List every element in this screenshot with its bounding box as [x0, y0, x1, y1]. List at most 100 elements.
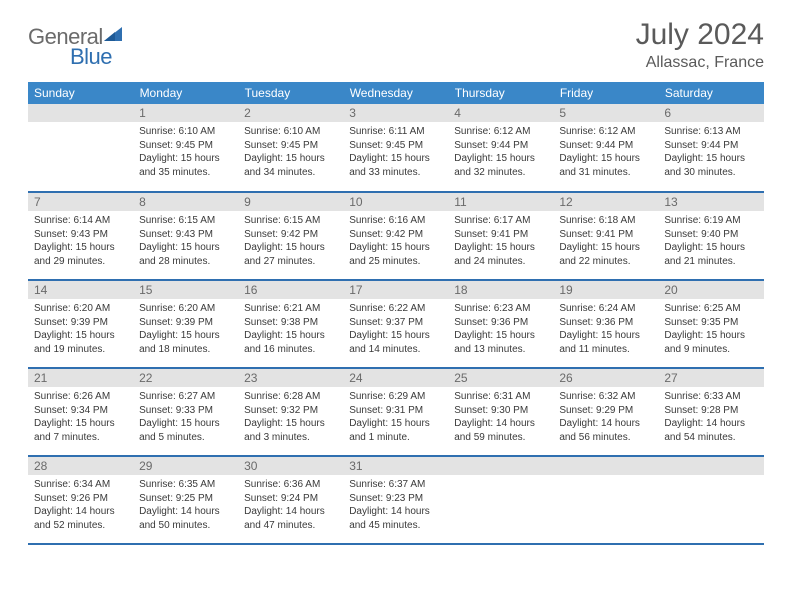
day-content: Sunrise: 6:36 AM Sunset: 9:24 PM Daylight:… [238, 475, 343, 536]
day-number: 9 [238, 193, 343, 211]
calendar-day-cell: 7Sunrise: 6:14 AMSunset: 9:43 PMDaylight… [28, 192, 133, 280]
calendar-day-cell: 21Sunrise: 6:26 AMSunset: 9:34 PMDayligh… [28, 368, 133, 456]
daylight-line: Daylight: 15 hours and 19 minutes. [34, 330, 115, 355]
sunset-line: Sunset: 9:43 PM [139, 229, 213, 240]
day-content: Sunrise: 6:18 AMSunset: 9:41 PMDaylight:… [553, 211, 658, 272]
weekday-header: Tuesday [238, 82, 343, 104]
sunset-line: Sunset: 9:34 PM [34, 405, 108, 416]
logo: GeneralBlue [28, 24, 122, 70]
daylight-line: Daylight: 15 hours and 5 minutes. [139, 418, 220, 443]
sunrise-line: Sunrise: 6:28 AM [244, 391, 320, 402]
day-content: Sunrise: 6:29 AMSunset: 9:31 PMDaylight:… [343, 387, 448, 448]
sunset-line: Sunset: 9:41 PM [559, 229, 633, 240]
day-content: Sunrise: 6:20 AMSunset: 9:39 PMDaylight:… [133, 299, 238, 360]
sunrise-line: Sunrise: 6:37 AM [349, 479, 425, 490]
day-number: 24 [343, 369, 448, 387]
sunrise-line: Sunrise: 6:20 AM [34, 303, 110, 314]
day-number: 12 [553, 193, 658, 211]
day-number: 16 [238, 281, 343, 299]
daylight-line: Daylight: 14 hours and 45 minutes. [349, 506, 430, 531]
calendar-day-cell: 24Sunrise: 6:29 AMSunset: 9:31 PMDayligh… [343, 368, 448, 456]
daylight-line: Daylight: 14 hours and 47 minutes. [244, 506, 325, 531]
sunset-line: Sunset: 9:39 PM [34, 317, 108, 328]
day-number: 6 [658, 104, 763, 122]
daylight-line: Daylight: 15 hours and 34 minutes. [244, 153, 325, 178]
sunset-line: Sunset: 9:36 PM [454, 317, 528, 328]
day-number: 21 [28, 369, 133, 387]
day-number: 1 [133, 104, 238, 122]
sunset-line: Sunset: 9:43 PM [34, 229, 108, 240]
sunset-line: Sunset: 9:35 PM [664, 317, 738, 328]
daylight-line: Daylight: 14 hours and 54 minutes. [664, 418, 745, 443]
sunset-line: Sunset: 9:45 PM [139, 140, 213, 151]
day-content: Sunrise: 6:35 AMSunset: 9:25 PMDaylight:… [133, 475, 238, 536]
sunset-line: Sunset: 9:38 PM [244, 317, 318, 328]
sunrise-line: Sunrise: 6:23 AM [454, 303, 530, 314]
day-number: 14 [28, 281, 133, 299]
daylight-line: Daylight: 15 hours and 9 minutes. [664, 330, 745, 355]
calendar-week-row: 1 Sunrise: 6:10 AM Sunset: 9:45 PM Daylight… [28, 104, 764, 192]
day-number: 27 [658, 369, 763, 387]
sunset-line: Sunset: 9:45 PM [349, 140, 423, 151]
sunrise-line: Sunrise: 6:12 AM [454, 126, 530, 137]
day-content: Sunrise: 6:21 AMSunset: 9:38 PMDaylight:… [238, 299, 343, 360]
sunrise-line: Sunrise: 6:26 AM [34, 391, 110, 402]
daylight-line: Daylight: 14 hours and 52 minutes. [34, 506, 115, 531]
empty-daynum [553, 457, 658, 475]
sunset-line: Sunset: 9:29 PM [559, 405, 633, 416]
calendar-day-cell [28, 104, 133, 192]
sunrise-line: Sunrise: 6:20 AM [139, 303, 215, 314]
day-number: 25 [448, 369, 553, 387]
sunrise-line: Sunrise: 6:24 AM [559, 303, 635, 314]
sunrise-line: Sunrise: 6:15 AM [139, 215, 215, 226]
day-number: 11 [448, 193, 553, 211]
sunset-line: Sunset: 9:36 PM [559, 317, 633, 328]
sunset-line: Sunset: 9:42 PM [244, 229, 318, 240]
day-number: 22 [133, 369, 238, 387]
sunrise-line: Sunrise: 6:33 AM [664, 391, 740, 402]
day-number: 20 [658, 281, 763, 299]
calendar-week-row: 7Sunrise: 6:14 AMSunset: 9:43 PMDaylight… [28, 192, 764, 280]
calendar-day-cell [448, 456, 553, 544]
daylight-line: Daylight: 15 hours and 14 minutes. [349, 330, 430, 355]
sunrise-line: Sunrise: 6:31 AM [454, 391, 530, 402]
daylight-line: Daylight: 15 hours and 21 minutes. [664, 242, 745, 267]
sunrise-line: Sunrise: 6:29 AM [349, 391, 425, 402]
sunset-line: Sunset: 9:23 PM [349, 493, 423, 504]
calendar-day-cell: 25Sunrise: 6:31 AMSunset: 9:30 PMDayligh… [448, 368, 553, 456]
sunrise-line: Sunrise: 6:13 AM [664, 126, 740, 137]
day-content: Sunrise: 6:16 AMSunset: 9:42 PMDaylight:… [343, 211, 448, 272]
sunrise-line: Sunrise: 6:16 AM [349, 215, 425, 226]
sunrise-line: Sunrise: 6:15 AM [244, 215, 320, 226]
calendar-day-cell: 22Sunrise: 6:27 AMSunset: 9:33 PMDayligh… [133, 368, 238, 456]
calendar-day-cell: 11Sunrise: 6:17 AMSunset: 9:41 PMDayligh… [448, 192, 553, 280]
calendar-day-cell [658, 456, 763, 544]
weekday-header: Saturday [658, 82, 763, 104]
daylight-line: Daylight: 15 hours and 3 minutes. [244, 418, 325, 443]
month-title: July 2024 [636, 18, 764, 52]
sunrise-line: Sunrise: 6:10 AM [244, 126, 320, 137]
calendar-day-cell: 18Sunrise: 6:23 AMSunset: 9:36 PMDayligh… [448, 280, 553, 368]
calendar-day-cell: 10Sunrise: 6:16 AMSunset: 9:42 PMDayligh… [343, 192, 448, 280]
daylight-line: Daylight: 15 hours and 29 minutes. [34, 242, 115, 267]
sunset-line: Sunset: 9:44 PM [454, 140, 528, 151]
day-content: Sunrise: 6:17 AMSunset: 9:41 PMDaylight:… [448, 211, 553, 272]
logo-text-part2: Blue [70, 44, 122, 70]
calendar-day-cell: 4Sunrise: 6:12 AMSunset: 9:44 PMDaylight… [448, 104, 553, 192]
day-number: 28 [28, 457, 133, 475]
calendar-day-cell: 8Sunrise: 6:15 AMSunset: 9:43 PMDaylight… [133, 192, 238, 280]
sunrise-line: Sunrise: 6:22 AM [349, 303, 425, 314]
day-content: Sunrise: 6:14 AMSunset: 9:43 PMDaylight:… [28, 211, 133, 272]
sunset-line: Sunset: 9:44 PM [559, 140, 633, 151]
sunrise-line: Sunrise: 6:36 AM [244, 479, 320, 490]
calendar-week-row: 21 Sunrise: 6:26 AM Sunset: 9:34 PM Dayligh… [28, 368, 764, 456]
calendar-day-cell: 6Sunrise: 6:13 AMSunset: 9:44 PMDaylight… [658, 104, 763, 192]
daylight-line: Daylight: 15 hours and 18 minutes. [139, 330, 220, 355]
day-content: Sunrise: 6:23 AMSunset: 9:36 PMDaylight:… [448, 299, 553, 360]
day-number: 2 [238, 104, 343, 122]
sunset-line: Sunset: 9:24 PM [244, 493, 318, 504]
sunrise-line: Sunrise: 6:25 AM [664, 303, 740, 314]
calendar-day-cell: 3Sunrise: 6:11 AMSunset: 9:45 PMDaylight… [343, 104, 448, 192]
day-number: 10 [343, 193, 448, 211]
calendar-week-row: 28Sunrise: 6:34 AMSunset: 9:26 PMDayligh… [28, 456, 764, 544]
